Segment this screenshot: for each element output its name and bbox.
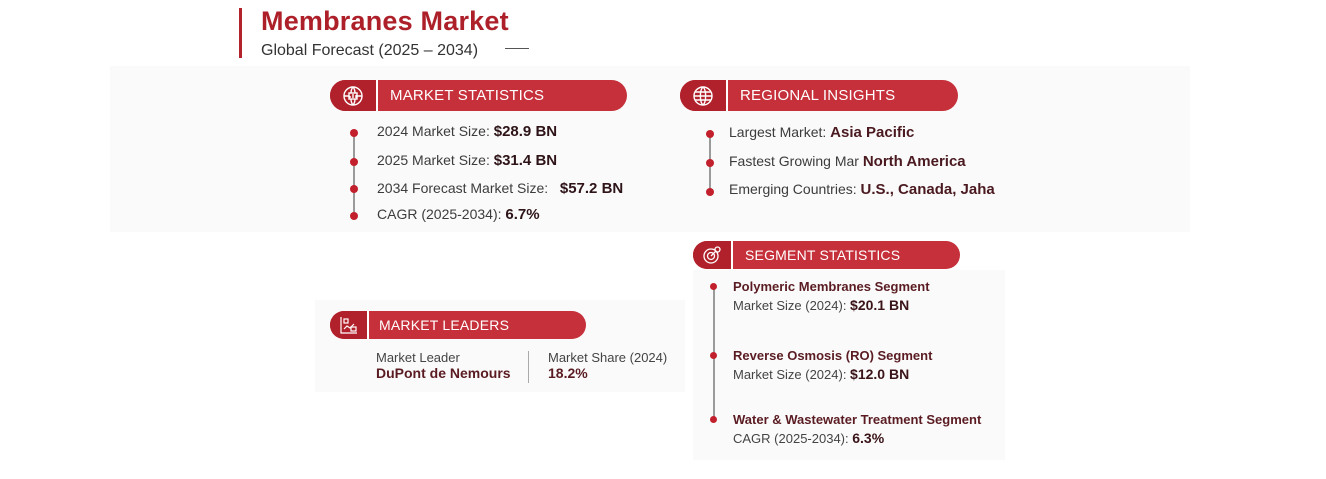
market-share-label: Market Share (2024) <box>548 350 668 365</box>
timeline-dot <box>350 212 358 220</box>
regional-insights-label: REGIONAL INSIGHTS <box>740 87 896 104</box>
globe-icon <box>680 80 728 111</box>
region-largest-market: Largest Market: Asia Pacific <box>729 124 915 141</box>
segment-water-title: Water & Wastewater Treatment Segment <box>733 412 982 427</box>
market-leader-label: Market Leader <box>376 350 460 365</box>
page-subtitle: Global Forecast (2025 – 2034) <box>261 42 479 59</box>
segment-statistics-header: SEGMENT STATISTICS <box>693 241 960 269</box>
market-statistics-label: MARKET STATISTICS <box>390 87 545 104</box>
subtitle-divider <box>505 48 529 49</box>
segment-panel-background <box>693 270 1005 460</box>
market-leaders-label: MARKET LEADERS <box>379 317 510 333</box>
stat-2024-market-size: 2024 Market Size: $28.9 BN <box>377 123 558 140</box>
globe-chart-icon <box>330 80 378 111</box>
timeline-dot <box>710 352 717 359</box>
regional-insights-header: REGIONAL INSIGHTS <box>680 80 958 111</box>
stat-2025-market-size: 2025 Market Size: $31.4 BN <box>377 152 558 169</box>
segment-polymeric-value: Market Size (2024): $20.1 BN <box>733 297 910 313</box>
segment-polymeric-title: Polymeric Membranes Segment <box>733 279 930 294</box>
market-statistics-timeline <box>353 133 355 217</box>
stat-cagr: CAGR (2025-2034): 6.7% <box>377 206 540 223</box>
segment-ro-title: Reverse Osmosis (RO) Segment <box>733 348 933 363</box>
timeline-dot <box>706 159 714 167</box>
timeline-dot <box>706 188 714 196</box>
segment-statistics-label: SEGMENT STATISTICS <box>745 247 901 263</box>
segment-water-value: CAGR (2025-2034): 6.3% <box>733 430 885 446</box>
market-leaders-header: MARKET LEADERS <box>330 311 586 339</box>
leaders-divider <box>528 351 529 383</box>
timeline-dot <box>710 283 717 290</box>
timeline-dot <box>710 416 717 423</box>
top-panel-background <box>110 66 1190 232</box>
market-statistics-header: MARKET STATISTICS <box>330 80 627 111</box>
timeline-dot <box>350 158 358 166</box>
segment-ro-value: Market Size (2024): $12.0 BN <box>733 366 910 382</box>
target-icon <box>693 241 733 269</box>
region-emerging-countries: Emerging Countries: U.S., Canada, Jaha <box>729 181 995 198</box>
timeline-dot <box>706 130 714 138</box>
market-share-value: 18.2% <box>548 365 588 381</box>
stat-2034-forecast: 2034 Forecast Market Size: $57.2 BN <box>377 180 624 197</box>
timeline-dot <box>350 129 358 137</box>
market-leader-value: DuPont de Nemours <box>376 365 511 381</box>
timeline-dot <box>350 185 358 193</box>
region-fastest-growing: Fastest Growing Mar North America <box>729 153 966 170</box>
title-accent-bar <box>239 8 242 58</box>
leaders-chart-icon <box>330 311 369 339</box>
page-title: Membranes Market <box>261 6 509 36</box>
